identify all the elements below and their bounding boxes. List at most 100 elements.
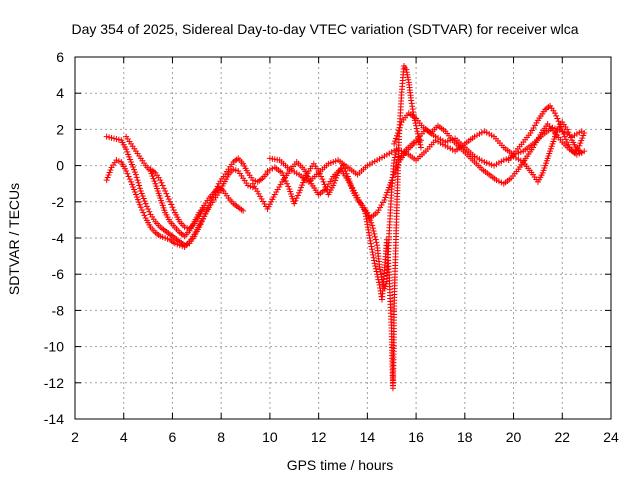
series-group [393,119,585,185]
data-point [372,263,379,270]
data-point [393,132,400,139]
data-point [167,198,174,205]
data-point [149,173,156,180]
data-point [128,178,135,185]
data-point [135,179,142,186]
data-point [125,173,132,180]
y-tick-label: -8 [52,302,65,318]
data-point [371,260,378,267]
data-point [283,180,290,187]
y-tick-label: 2 [56,121,64,137]
data-point [158,179,165,186]
x-tick-label: 16 [408,429,424,445]
data-point [417,141,424,148]
data-point [392,138,399,145]
data-point [533,119,540,126]
x-tick-label: 2 [71,429,79,445]
data-point [557,123,564,130]
data-point [413,125,420,132]
data-point [104,174,111,181]
data-point [131,189,138,196]
data-point [413,122,420,129]
data-point [328,175,335,182]
x-tick-label: 14 [360,429,376,445]
data-point [130,166,137,173]
data-point [530,124,537,131]
data-point [322,186,329,193]
series-group [123,133,247,240]
data-point [252,185,259,192]
x-tick-label: 6 [169,429,177,445]
y-tick-label: -6 [52,266,65,282]
data-point [417,144,424,151]
x-tick-label: 24 [603,429,619,445]
tick-labels: 2 4 6 8 10 12 14 16 18 20 22 246420-2-4-6-8-10-12-1… [44,49,619,445]
y-tick-label: 4 [56,85,64,101]
data-point [532,139,539,146]
data-point [369,225,376,232]
data-point [391,154,398,161]
data-point [379,199,386,206]
grid [75,57,611,419]
data-point [136,185,143,192]
series-group [103,157,256,251]
data-point [255,190,262,197]
data-point [561,133,568,140]
data-point [240,207,247,214]
data-point [134,196,141,203]
data-point [551,110,558,117]
data-point [366,235,373,241]
data-point [159,182,166,189]
data-point [141,212,148,219]
y-tick-label: 6 [56,49,64,65]
y-tick-label: 0 [56,158,64,174]
data-point [373,268,380,275]
data-point [370,254,377,261]
data-point [279,169,286,176]
data-point [132,171,139,178]
data-point [157,177,164,184]
data-point [350,187,357,194]
data-point [414,128,421,135]
data-point [103,177,110,184]
data-point [126,176,133,183]
data-point [129,161,136,168]
data-point [397,121,404,128]
y-tick-label: -14 [44,411,64,427]
data-point [249,180,256,187]
data-point [293,195,300,202]
data-point [368,219,375,226]
data-point [527,130,534,137]
data-point [164,193,171,200]
data-point [141,198,148,205]
data-point [554,115,561,122]
data-point [578,149,585,156]
y-axis-label: SDTVAR / TECUs [6,183,22,295]
data-point [137,204,144,211]
data-point [285,183,292,190]
data-point [169,204,176,211]
data-point [391,140,398,147]
data-point [374,271,381,278]
data-point [576,142,583,149]
data-point [136,182,143,189]
data-point [135,199,142,206]
data-point [394,130,401,137]
data-point [130,186,137,193]
data-point [162,187,169,194]
data-point [170,206,177,213]
data-point [556,120,563,127]
data-point [257,193,264,200]
data-point [251,183,258,190]
data-point [133,194,140,201]
data-point [274,186,281,193]
data-point [136,201,143,208]
data-point [349,184,356,191]
data-point [531,141,538,148]
data-point [416,136,423,143]
y-tick-label: -10 [44,339,64,355]
data-point [372,236,379,243]
data-point [107,166,114,173]
data-point [124,148,131,155]
data-point [331,179,338,186]
